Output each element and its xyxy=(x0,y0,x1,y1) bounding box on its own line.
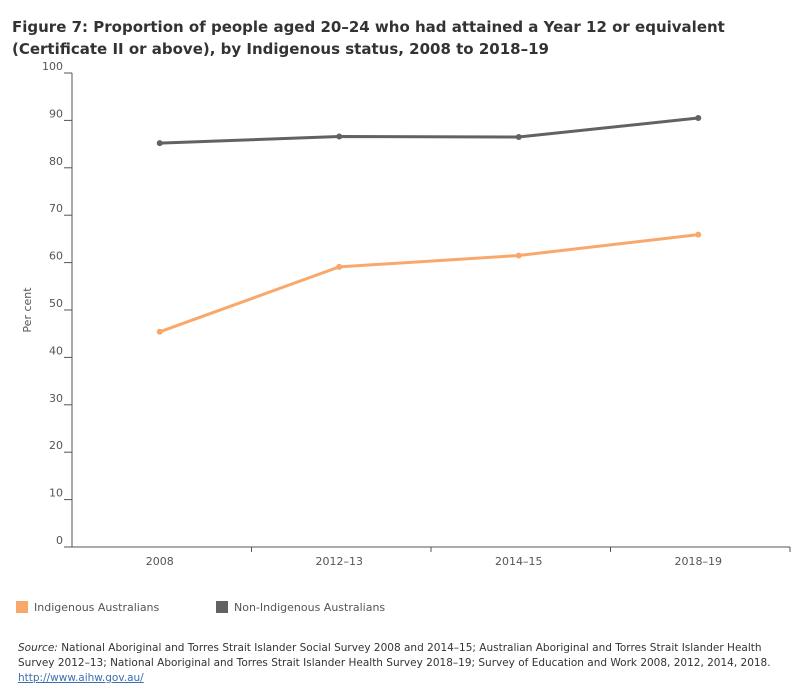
y-tick-label: 80 xyxy=(49,155,63,168)
chart-title: Figure 7: Proportion of people aged 20–2… xyxy=(12,18,725,58)
y-tick-label: 70 xyxy=(49,202,63,215)
series-line xyxy=(159,116,699,145)
data-point xyxy=(156,328,163,335)
legend-label: Non-Indigenous Australians xyxy=(234,601,385,614)
data-point xyxy=(336,263,343,270)
data-point xyxy=(515,133,522,140)
data-point xyxy=(695,231,702,238)
y-tick-label: 10 xyxy=(49,487,63,500)
y-tick-label: 40 xyxy=(49,344,63,357)
y-tick-label: 60 xyxy=(49,250,63,263)
x-tick-label: 2018–19 xyxy=(675,555,723,568)
source-text: National Aboriginal and Torres Strait Is… xyxy=(18,642,771,669)
source-note: Source: National Aboriginal and Torres S… xyxy=(18,641,788,686)
y-tick-label: 30 xyxy=(49,392,63,405)
legend-swatch xyxy=(16,601,28,613)
chart: 0 10 20 30 40 50 60 70 80 90 100 2008 2012–13 2014–15… xyxy=(16,60,791,614)
source-link[interactable]: http://www.aihw.gov.au/ xyxy=(18,672,144,684)
y-tick-label: 100 xyxy=(42,60,63,73)
legend-swatch xyxy=(216,601,228,613)
x-tick-label: 2012–13 xyxy=(316,555,364,568)
legend-label: Indigenous Australians xyxy=(34,601,160,614)
y-tick-label: 20 xyxy=(49,439,63,452)
source-label: Source: xyxy=(18,642,58,654)
y-axis-label: Per cent xyxy=(21,287,34,333)
series-line xyxy=(159,233,699,334)
y-tick-label: 0 xyxy=(56,534,63,547)
y-tick-label: 50 xyxy=(49,297,63,310)
y-tick-label: 90 xyxy=(49,107,63,120)
x-tick-label: 2014–15 xyxy=(495,555,543,568)
data-point xyxy=(336,133,343,140)
data-point xyxy=(515,252,522,259)
x-tick-label: 2008 xyxy=(146,555,174,568)
data-point xyxy=(156,140,163,147)
data-point xyxy=(695,115,702,122)
